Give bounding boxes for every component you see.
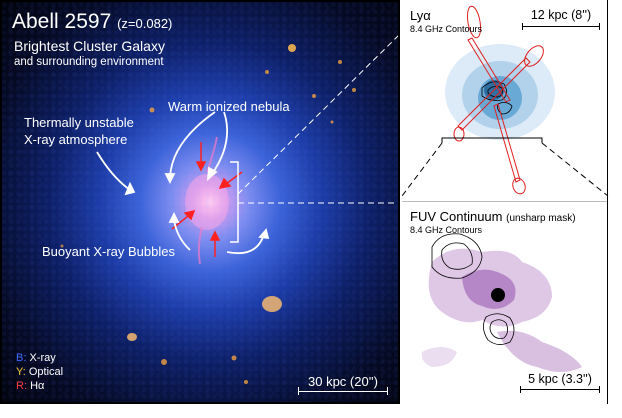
galaxy — [330, 120, 334, 124]
scale-bar-fuv-line — [520, 386, 600, 393]
nebula-core — [185, 174, 229, 230]
scale-bar-lya: 12 kpc (8'') — [522, 8, 600, 30]
arrowhead — [206, 166, 218, 182]
scale-bar-main: 30 kpc (20'') — [298, 374, 388, 395]
fuv-title-note: (unsharp mask) — [506, 213, 576, 224]
title-text: Abell 2597 — [12, 10, 112, 33]
arrow-bubbles-left — [173, 219, 191, 251]
red-line — [457, 57, 531, 131]
subtitle-line2: and surrounding environment — [14, 56, 164, 68]
red-markers — [453, 5, 544, 195]
emission-region — [421, 347, 457, 367]
arrowhead — [209, 230, 221, 241]
zoom-line-left — [401, 142, 443, 197]
scale-bar-lya-line — [522, 23, 600, 30]
legend-optical: Y: Optical — [16, 366, 64, 378]
scale-bar-lya-label: 12 kpc (8'') — [530, 8, 592, 22]
galaxy — [149, 107, 155, 113]
contour — [489, 319, 508, 339]
label-xray-atmosphere-line1: Thermally unstable — [24, 115, 134, 130]
contour — [497, 102, 513, 115]
page-title: Abell 2597 (z=0.082) — [12, 10, 172, 36]
red-arrows — [171, 142, 243, 257]
panel-border — [607, 0, 608, 404]
contour — [431, 233, 483, 279]
arrow — [225, 171, 243, 185]
zoom-bracket-top — [441, 137, 543, 143]
bright-core — [491, 288, 505, 302]
arrowhead — [218, 177, 232, 190]
zoom-line-right — [541, 142, 609, 197]
galaxy — [288, 44, 296, 52]
galaxy — [244, 380, 248, 384]
legend-halpha: R: Hα — [16, 380, 45, 392]
scale-bar-main-line — [298, 387, 388, 395]
arrow-xray-atmosphere — [96, 151, 131, 191]
arrowhead — [258, 228, 270, 240]
red-ellipse — [512, 177, 526, 195]
legend-xray: B: X-ray — [16, 352, 56, 364]
scale-bar-fuv-label: 5 kpc (3.3'') — [528, 372, 592, 386]
subtitle-line1: Brightest Cluster Galaxy — [14, 38, 165, 54]
fuv-title: FUV Continuum (unsharp mask) — [410, 209, 576, 224]
contour — [441, 242, 473, 270]
zoom-bracket — [230, 161, 239, 243]
galaxy — [161, 359, 167, 365]
lya-subtitle: 8.4 GHz Contours — [410, 24, 483, 34]
arrowhead — [164, 173, 176, 185]
arrow-nebula — [211, 111, 229, 175]
galaxy — [265, 70, 269, 74]
galaxy — [352, 88, 356, 92]
red-line — [467, 37, 511, 103]
main-image-drawing — [60, 35, 398, 384]
red-ellipse — [466, 5, 482, 39]
fuv-panel: FUV Continuum (unsharp mask) 8.4 GHz Con… — [402, 201, 608, 405]
lya-drawing — [401, 5, 609, 197]
galaxy — [312, 94, 316, 98]
color-legend: B: X-ray Y: Optical R: Hα — [16, 351, 63, 393]
label-xray-atmosphere: Thermally unstable X-ray atmosphere — [24, 114, 134, 148]
radio-contours-fuv — [431, 233, 515, 345]
scale-bar-main-label: 30 kpc (20'') — [308, 374, 378, 389]
arrowhead — [124, 181, 136, 196]
lya-title: Lyα — [410, 8, 431, 23]
zoom-line-top — [237, 35, 398, 195]
emission-region — [497, 330, 582, 372]
fuv-subtitle: 8.4 GHz Contours — [410, 225, 483, 235]
arrow-bubbles-right — [226, 233, 265, 255]
optical-sources — [60, 44, 356, 384]
white-arrows — [96, 111, 270, 255]
lya-panel: Lyα 8.4 GHz Contours 12 kpc (8'') — [401, 0, 609, 198]
galaxy — [127, 333, 137, 341]
galaxy — [60, 244, 64, 248]
main-image-panel: Abell 2597 (z=0.082) Brightest Cluster G… — [0, 0, 400, 404]
red-line — [493, 103, 521, 183]
galaxy — [231, 355, 237, 361]
label-bubbles: Buoyant X-ray Bubbles — [42, 244, 175, 259]
arrowhead — [168, 211, 180, 223]
fuv-drawing — [421, 233, 582, 372]
nebula-filament — [197, 226, 203, 265]
arrowhead — [183, 209, 196, 221]
redshift-label: (z=0.082) — [117, 16, 173, 31]
scale-bar-fuv: 5 kpc (3.3'') — [520, 372, 600, 393]
fuv-emission — [421, 248, 582, 372]
arrowhead — [195, 161, 207, 172]
galaxy — [338, 60, 342, 64]
fuv-title-text: FUV Continuum — [410, 209, 503, 224]
arrow-nebula-2 — [169, 111, 216, 178]
label-xray-atmosphere-line2: X-ray atmosphere — [24, 132, 128, 147]
label-nebula: Warm ionized nebula — [168, 99, 290, 114]
galaxy — [262, 296, 282, 312]
contour — [483, 313, 515, 345]
